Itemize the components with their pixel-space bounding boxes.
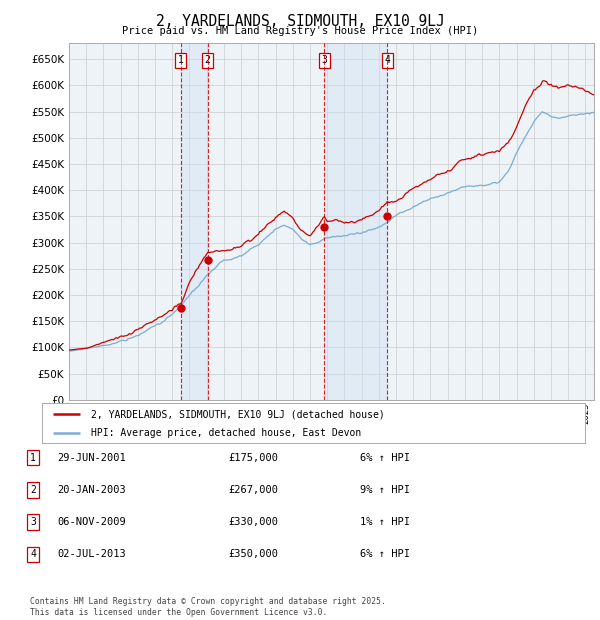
Text: 6% ↑ HPI: 6% ↑ HPI	[360, 549, 410, 559]
Text: 06-NOV-2009: 06-NOV-2009	[57, 517, 126, 527]
Text: 29-JUN-2001: 29-JUN-2001	[57, 453, 126, 463]
Bar	[325, 43, 388, 400]
Text: £350,000: £350,000	[228, 549, 278, 559]
Text: 3: 3	[322, 55, 328, 65]
Bar	[181, 43, 208, 400]
Text: 1: 1	[30, 453, 36, 463]
Text: 2, YARDELANDS, SIDMOUTH, EX10 9LJ: 2, YARDELANDS, SIDMOUTH, EX10 9LJ	[155, 14, 445, 29]
Text: £267,000: £267,000	[228, 485, 278, 495]
Text: Price paid vs. HM Land Registry's House Price Index (HPI): Price paid vs. HM Land Registry's House …	[122, 26, 478, 36]
Text: £330,000: £330,000	[228, 517, 278, 527]
Text: 4: 4	[385, 55, 391, 65]
Text: 20-JAN-2003: 20-JAN-2003	[57, 485, 126, 495]
Text: 6% ↑ HPI: 6% ↑ HPI	[360, 453, 410, 463]
Text: 9% ↑ HPI: 9% ↑ HPI	[360, 485, 410, 495]
Text: £175,000: £175,000	[228, 453, 278, 463]
Text: HPI: Average price, detached house, East Devon: HPI: Average price, detached house, East…	[91, 428, 361, 438]
Text: 02-JUL-2013: 02-JUL-2013	[57, 549, 126, 559]
Text: 2: 2	[205, 55, 211, 65]
Text: Contains HM Land Registry data © Crown copyright and database right 2025.
This d: Contains HM Land Registry data © Crown c…	[30, 598, 386, 617]
Text: 2, YARDELANDS, SIDMOUTH, EX10 9LJ (detached house): 2, YARDELANDS, SIDMOUTH, EX10 9LJ (detac…	[91, 409, 385, 419]
Text: 1% ↑ HPI: 1% ↑ HPI	[360, 517, 410, 527]
Text: 1: 1	[178, 55, 184, 65]
Text: 2: 2	[30, 485, 36, 495]
Text: 4: 4	[30, 549, 36, 559]
Text: 3: 3	[30, 517, 36, 527]
